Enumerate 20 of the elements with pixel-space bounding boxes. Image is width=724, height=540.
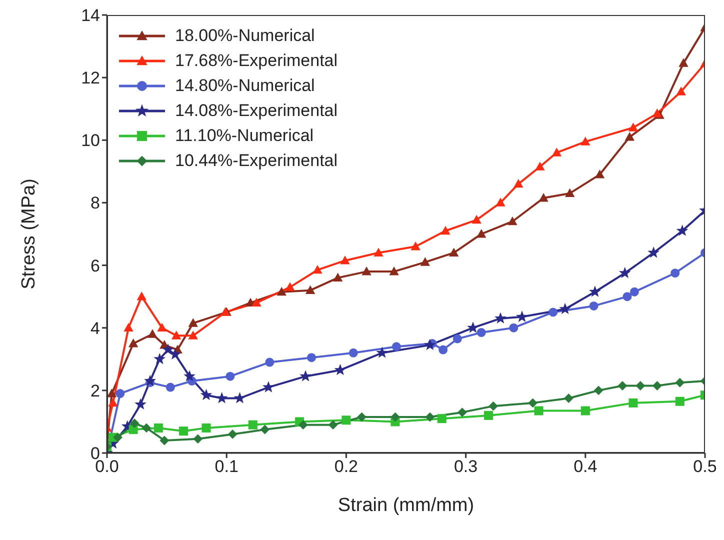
x-tick-label: 0.2	[334, 457, 358, 476]
y-tick-label: 8	[90, 194, 100, 213]
legend-label: 17.68%-Experimental	[175, 50, 338, 70]
y-axis-title: Stress (MPa)	[18, 178, 40, 290]
x-axis-title: Strain (mm/mm)	[338, 495, 474, 516]
legend-label: 10.44%-Experimental	[175, 150, 338, 170]
y-tick-label: 12	[81, 68, 100, 88]
x-tick-label: 0.4	[574, 457, 598, 476]
legend-label: 14.08%-Experimental	[175, 100, 338, 120]
y-tick-label: 10	[81, 131, 100, 150]
y-tick-label: 6	[90, 256, 100, 276]
y-tick-label: 4	[90, 318, 100, 338]
y-tick-label: 14	[81, 6, 100, 26]
legend-label: 18.00%-Numerical	[175, 26, 315, 46]
x-tick-label: 0.3	[454, 457, 478, 476]
legend-label: 11.10%-Numerical	[175, 126, 314, 146]
x-tick-label: 0.5	[693, 457, 717, 476]
legend-label: 14.80%-Numerical	[175, 76, 315, 96]
y-tick-label: 2	[90, 381, 100, 400]
x-tick-label: 0.1	[214, 457, 238, 476]
